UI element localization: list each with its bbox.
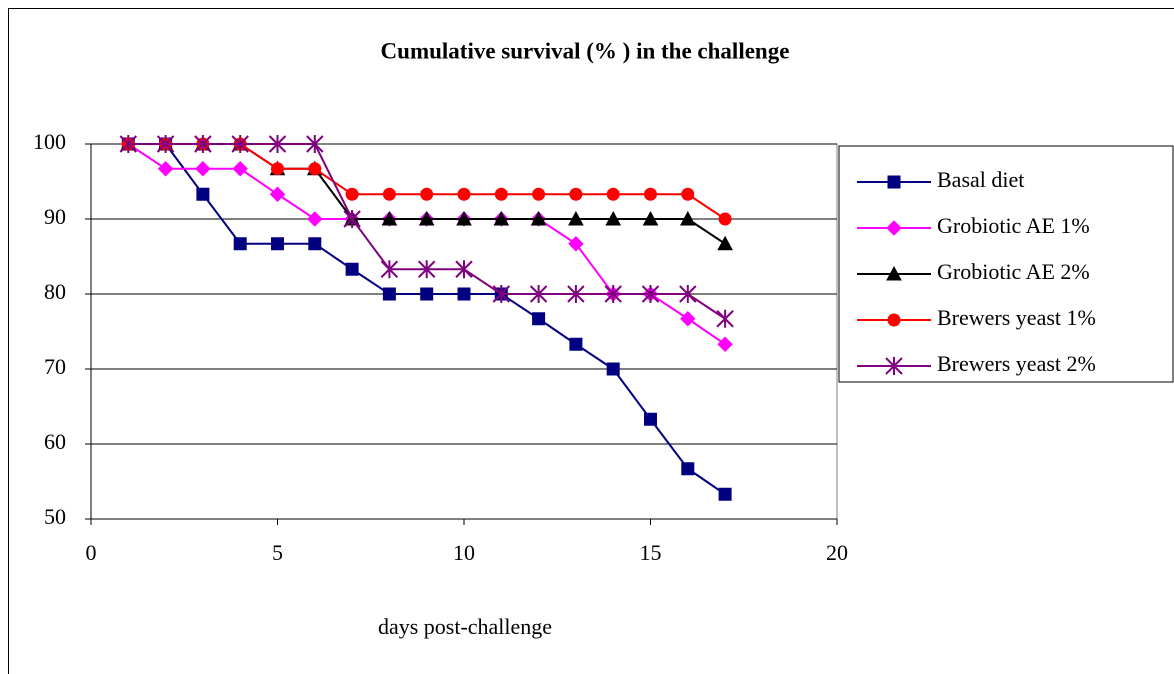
marker (606, 187, 620, 201)
marker (382, 287, 396, 301)
marker (569, 187, 583, 201)
marker (681, 462, 695, 476)
marker (194, 135, 212, 153)
marker (605, 210, 622, 226)
marker (307, 211, 323, 227)
marker (642, 210, 659, 226)
marker (157, 161, 174, 177)
marker (269, 186, 286, 202)
marker (492, 285, 511, 303)
y-tick-label: 50 (44, 504, 66, 529)
marker (420, 187, 434, 201)
marker (196, 187, 210, 201)
marker (530, 210, 547, 226)
marker (457, 187, 471, 201)
chart-title: Cumulative survival (% ) in the challeng… (381, 38, 790, 63)
marker (718, 487, 732, 501)
plot-area (90, 143, 838, 520)
marker (343, 210, 361, 228)
marker (380, 260, 399, 279)
y-tick-label: 80 (44, 279, 66, 304)
marker (418, 210, 435, 226)
legend-marker (886, 220, 902, 236)
legend-label: Brewers yeast 1% (937, 305, 1096, 330)
marker (308, 162, 322, 176)
legend-label: Brewers yeast 2% (937, 351, 1096, 376)
legend-marker (885, 357, 903, 375)
y-tick-label: 60 (44, 429, 66, 454)
marker (417, 260, 436, 279)
legend-marker (886, 265, 902, 281)
y-tick-label: 100 (33, 129, 66, 154)
marker (606, 362, 620, 376)
x-tick-label: 0 (86, 540, 97, 565)
marker (381, 210, 398, 226)
marker (271, 237, 284, 251)
x-tick-label: 10 (453, 540, 475, 565)
marker (156, 135, 175, 153)
marker (233, 237, 247, 251)
marker (569, 337, 583, 351)
marker (718, 212, 732, 226)
marker (529, 285, 548, 303)
y-tick-label: 70 (44, 354, 66, 379)
marker (455, 260, 473, 279)
marker (382, 187, 396, 201)
marker (271, 162, 284, 176)
marker (345, 262, 359, 276)
y-tick-label: 90 (44, 204, 66, 229)
x-axis-label: days post-challenge (378, 614, 552, 639)
marker (604, 285, 622, 303)
legend-label: Grobiotic AE 1% (937, 213, 1090, 238)
marker (532, 312, 546, 326)
marker (493, 210, 510, 226)
x-tick-label: 20 (826, 540, 848, 565)
marker (457, 287, 471, 301)
marker (532, 187, 546, 201)
legend-label: Basal diet (937, 167, 1024, 192)
marker (306, 135, 324, 153)
marker (308, 237, 322, 251)
marker (641, 285, 660, 303)
marker (119, 135, 138, 153)
legend-marker (887, 313, 901, 327)
marker (680, 311, 696, 327)
legend-marker (887, 175, 901, 189)
x-tick-label: 5 (272, 540, 283, 565)
marker (717, 235, 733, 251)
marker (681, 187, 695, 201)
marker (345, 187, 359, 201)
x-tick-label: 15 (640, 540, 662, 565)
marker (716, 309, 734, 328)
legend-label: Grobiotic AE 2% (937, 259, 1090, 284)
marker (644, 412, 657, 426)
marker (456, 210, 472, 226)
marker (568, 236, 584, 252)
marker (679, 285, 697, 303)
marker (644, 187, 657, 201)
marker (567, 285, 585, 303)
marker (231, 135, 249, 153)
marker (717, 336, 733, 352)
marker (494, 187, 508, 201)
marker (568, 210, 584, 226)
marker (679, 210, 696, 226)
marker (195, 161, 211, 177)
marker (420, 287, 434, 301)
marker (268, 135, 287, 153)
marker (232, 161, 248, 177)
